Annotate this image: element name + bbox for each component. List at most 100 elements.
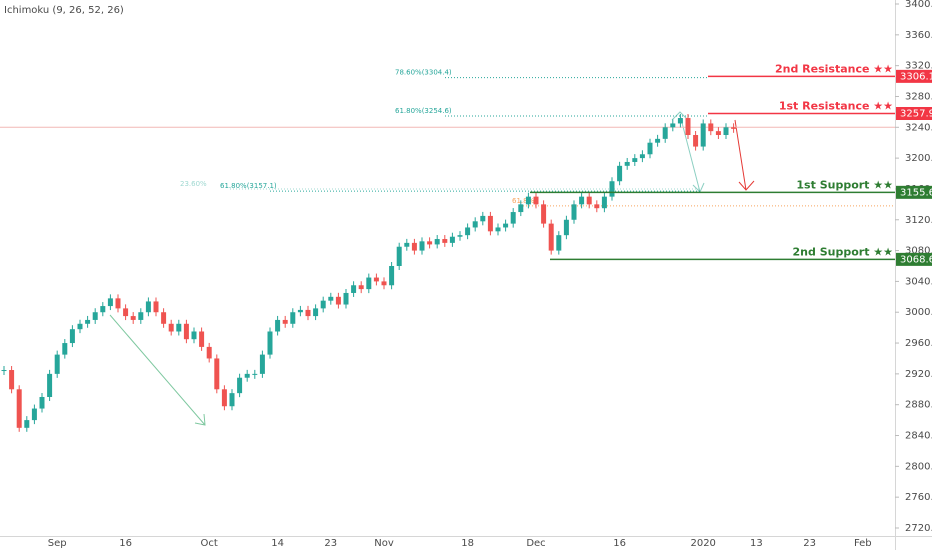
candle [472,221,478,228]
candle [145,301,151,313]
y-tick-label: 3080.0 [905,246,932,257]
candle [715,131,721,136]
candle [244,373,250,378]
candle [199,331,205,347]
y-tick-label: 3360.0 [905,30,932,41]
candle [693,135,699,147]
x-tick-label: Oct [201,538,218,549]
arrow [671,111,689,121]
candle [107,298,113,307]
price-tag-label: 3257.9 [900,109,932,120]
candle [449,236,455,243]
y-tick-label: 2880.0 [905,400,932,411]
level-label: 1st Support ★★ [796,178,893,191]
candle [434,239,440,245]
candle [617,165,623,182]
candle [518,204,524,213]
y-tick-label: 3400.0 [905,0,932,10]
candle [480,215,486,222]
candle [16,389,22,428]
x-tick-label: 16 [119,538,132,549]
candle [624,161,630,166]
candle [662,127,668,139]
candle [381,281,387,286]
x-tick-label: 23 [324,538,337,549]
candle [229,393,235,407]
candle [548,223,554,251]
candle [731,127,737,129]
candle [723,127,729,136]
x-tick-label: 14 [271,538,284,549]
candle [495,227,501,232]
candle [305,309,311,317]
candle [130,316,136,320]
x-tick-label: Dec [526,538,545,549]
arrow [734,119,755,191]
candle [176,323,182,332]
candle [123,308,129,317]
x-tick-label: Feb [854,538,872,549]
candle [632,158,638,162]
candle [237,377,243,394]
candle [115,298,121,309]
candle [77,323,83,330]
candle [563,219,569,236]
y-tick-label: 2720.0 [905,523,932,534]
candle [54,354,60,374]
x-tick-label: 13 [750,538,763,549]
candle [541,204,547,224]
price-tag [896,252,932,266]
candle [275,319,281,332]
candle [411,242,417,251]
level-label: 1st Resistance ★★ [779,100,893,113]
candle [92,312,98,320]
candle [571,204,577,220]
candle [100,306,106,313]
fib-label: 78.60%(3304.4) [395,69,452,77]
price-tag [896,69,932,83]
x-tick-label: 18 [461,538,474,549]
candle [366,277,372,290]
candle [214,358,220,390]
indicator-title: Ichimoku (9, 26, 52, 26) [4,5,124,16]
fib-label: 23.60% [180,180,207,188]
candle [404,242,410,247]
candle [556,235,562,251]
y-tick-label: 3040.0 [905,276,932,287]
y-tick-label: 3240.0 [905,122,932,133]
level-label: 2nd Resistance ★★ [775,62,893,75]
candle [320,300,326,309]
y-tick-label: 3280.0 [905,91,932,102]
y-tick-label: 2760.0 [905,492,932,503]
candle [47,373,53,397]
y-tick-label: 2960.0 [905,338,932,349]
candle [267,331,273,355]
candle [138,312,144,320]
candle [525,196,531,205]
candle [487,215,493,232]
candle [358,285,364,290]
x-tick-label: Sep [48,538,67,549]
y-tick-label: 3200.0 [905,153,932,164]
fib-label: 61.80%(3254.6) [395,107,452,115]
price-tag-label: 3155.6 [900,187,932,198]
x-tick-label: 2020 [690,538,715,549]
candle [221,389,227,407]
candles [1,114,737,432]
candle [700,123,706,147]
candle [351,285,357,293]
price-tag [896,185,932,199]
candle [677,118,683,124]
fib-label: 61.80%(3157.1) [220,182,277,190]
candle [259,354,265,374]
candle [419,241,425,251]
candle [510,212,516,224]
x-tick-label: 23 [803,538,816,549]
candle [69,329,75,344]
y-tick-label: 2840.0 [905,431,932,442]
candle [290,312,296,324]
y-tick-label: 3000.0 [905,307,932,318]
candle [685,118,691,136]
